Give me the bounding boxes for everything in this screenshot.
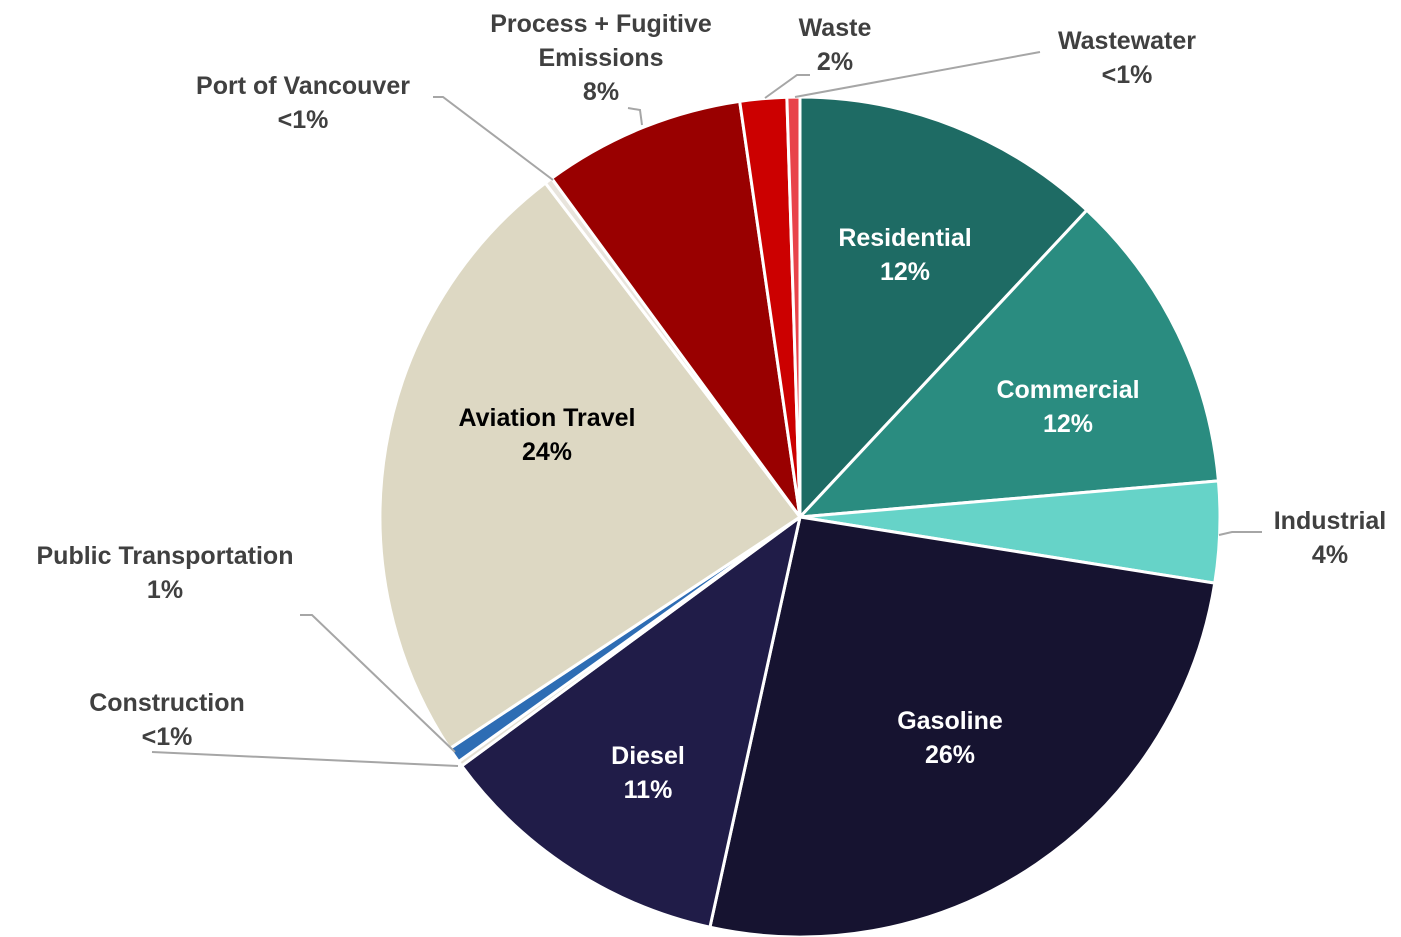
data-label: Construction <1%	[17, 686, 317, 754]
category-label: Residential	[838, 224, 972, 252]
category-label: Commercial	[996, 376, 1140, 404]
leader-line	[794, 51, 1041, 98]
category-label: Industrial	[1273, 507, 1387, 535]
leader-line	[433, 96, 554, 181]
data-label: Gasoline 26%	[820, 704, 1080, 772]
data-label: Aviation Travel 24%	[417, 401, 677, 469]
data-label: Commercial 12%	[938, 373, 1198, 441]
data-label: Port of Vancouver <1%	[153, 69, 453, 137]
leader-line	[300, 614, 456, 753]
category-label: Construction	[89, 689, 245, 717]
pie-slice	[378, 180, 803, 751]
category-label: Port of Vancouver	[196, 72, 410, 100]
data-label: Residential 12%	[775, 221, 1035, 289]
category-label: Aviation Travel	[458, 404, 636, 432]
leader-line	[1218, 531, 1262, 536]
value-label: 4%	[1311, 541, 1349, 569]
value-label: 12%	[879, 258, 931, 286]
leader-line	[151, 751, 459, 767]
category-label: Wastewater	[1057, 27, 1196, 55]
value-label: <1%	[1101, 61, 1153, 89]
data-label: Waste 2%	[775, 11, 895, 79]
category-label: Public Transportation	[36, 542, 294, 570]
value-label: 2%	[816, 48, 854, 76]
category-label: Gasoline	[897, 707, 1003, 735]
data-label: Industrial 4%	[1250, 504, 1401, 572]
data-label: Wastewater <1%	[1027, 24, 1227, 92]
category-label: Waste	[798, 14, 872, 42]
value-label: <1%	[141, 723, 193, 751]
category-label: Process + Fugitive Emissions	[490, 10, 712, 72]
data-label: Public Transportation 1%	[0, 539, 330, 607]
pie-slice	[549, 99, 802, 518]
data-label: Process + Fugitive Emissions 8%	[466, 7, 736, 109]
value-label: 12%	[1042, 410, 1094, 438]
value-label: 1%	[146, 576, 184, 604]
value-label: <1%	[277, 106, 329, 134]
pie-slice	[796, 208, 1221, 519]
leader-line	[764, 74, 810, 99]
value-label: 26%	[924, 741, 976, 769]
category-label: Diesel	[611, 742, 685, 770]
data-label: Diesel 11%	[548, 739, 748, 807]
pie-slice	[798, 95, 1089, 521]
value-label: 11%	[623, 776, 673, 804]
value-label: 8%	[582, 78, 620, 106]
leader-line	[627, 107, 643, 126]
value-label: 24%	[521, 438, 573, 466]
pie-slice	[459, 513, 803, 930]
